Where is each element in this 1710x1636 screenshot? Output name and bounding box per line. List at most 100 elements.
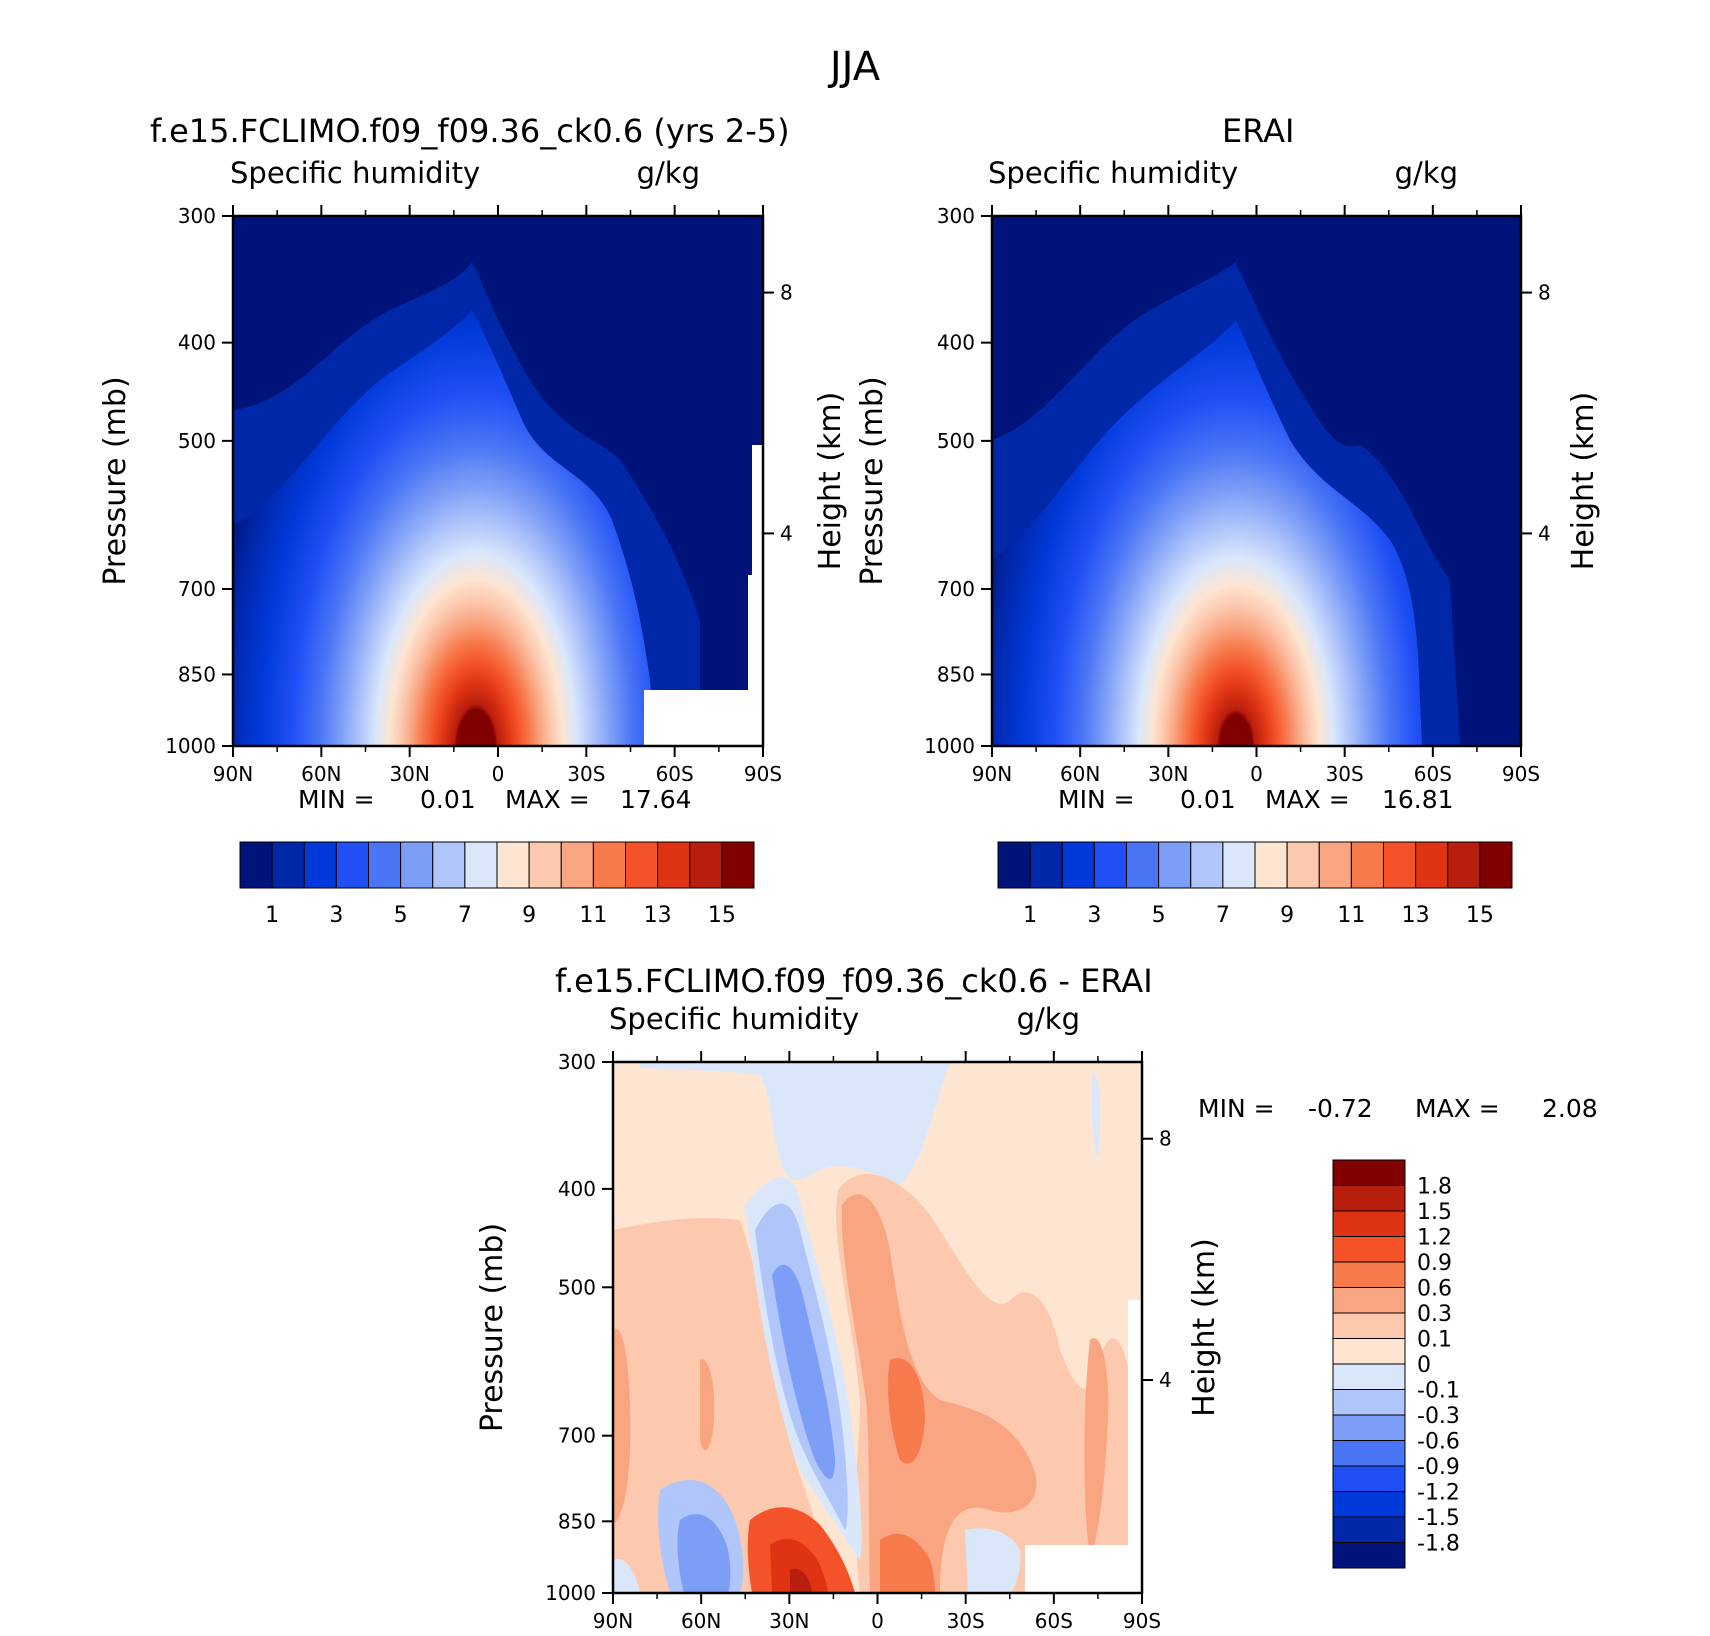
obs-colorbar-label: 5 [1152,903,1166,928]
obs-colorbar-box [1479,841,1513,889]
obs-colorbar-label: 13 [1402,903,1430,928]
diff-colorbar-box [1332,1491,1406,1518]
obs-x-tick-label: 90S [1502,762,1540,786]
obs-colorbar-box [997,841,1031,889]
obs-y2-tick-label: 4 [1538,521,1551,545]
model-colorbar-box [560,841,594,889]
obs-colorbar-box [1286,841,1320,889]
obs-colorbar-label: 15 [1466,903,1494,928]
model-y-tick-label: 850 [178,662,216,686]
diff-colorbar-label: -0.9 [1417,1455,1460,1480]
diff-colorbar-label: -1.8 [1417,1532,1460,1557]
model-y-tick-label: 500 [178,429,216,453]
diff-y-tick-label: 700 [558,1424,596,1448]
diff-x-tick-label: 60S [1035,1609,1073,1633]
diff-field [613,1062,1142,1593]
diff-colorbar-box [1332,1159,1406,1186]
model-colorbar-box [400,841,434,889]
diff-y-tick-label: 500 [558,1275,596,1299]
diff-y-tick-label: 1000 [545,1581,596,1605]
diff-colorbar-box [1332,1465,1406,1492]
model-y-tick-label: 1000 [165,734,216,758]
figure-title: JJA [829,44,881,90]
model-colorbar-label: 5 [394,903,408,928]
diff-y2-tick-label: 4 [1159,1368,1172,1392]
obs-y2label: Height (km) [1566,392,1601,571]
model-colorbar-box [432,841,466,889]
diff-colorbar-box [1332,1185,1406,1212]
diff-units-label: g/kg [1017,1002,1080,1036]
obs-max-label: MAX = [1265,785,1350,814]
obs-x-tick-label: 0 [1250,762,1263,786]
diff-colorbar-label: -1.2 [1417,1481,1460,1506]
obs-y-tick-label: 300 [937,204,975,228]
diff-colorbar-box [1332,1287,1406,1314]
model-colorbar-box [496,841,530,889]
obs-colorbar-box [1061,841,1095,889]
model-colorbar-box [625,841,659,889]
diff-y-tick-label: 300 [558,1050,596,1074]
model-colorbar-box [689,841,723,889]
diff-colorbar-label: -0.1 [1417,1379,1460,1404]
model-colorbar-box [528,841,562,889]
obs-x-tick-label: 90N [972,762,1012,786]
model-colorbar-label: 9 [522,903,536,928]
diff-x-tick-label: 90S [1123,1609,1161,1633]
diff-colorbar-label: 0.6 [1417,1277,1452,1302]
obs-min-value: 0.01 [1180,785,1236,814]
obs-units-label: g/kg [1395,156,1458,190]
model-colorbar-box [335,841,369,889]
diff-x-tick-label: 30N [769,1609,809,1633]
diff-y-tick-label: 850 [558,1509,596,1533]
model-max-label: MAX = [505,785,590,814]
diff-colorbar-box [1332,1440,1406,1467]
panel-diff-title: f.e15.FCLIMO.f09_f09.36_ck0.6 - ERAI [555,962,1153,1000]
model-x-tick-label: 0 [492,762,505,786]
diff-colorbar-label: 1.8 [1417,1175,1452,1200]
model-ylabel: Pressure (mb) [98,376,133,585]
obs-ylabel: Pressure (mb) [855,376,890,585]
obs-colorbar-box [1350,841,1384,889]
obs-colorbar-label: 9 [1280,903,1294,928]
model-min-value: 0.01 [420,785,476,814]
diff-colorbar-box [1332,1210,1406,1237]
model-colorbar-label: 11 [579,903,607,928]
diff-max-value: 2.08 [1542,1094,1598,1123]
obs-field [992,216,1521,746]
obs-colorbar-box [1126,841,1160,889]
diff-colorbar-label: 1.5 [1417,1200,1452,1225]
diff-x-tick-label: 30S [947,1609,985,1633]
obs-colorbar-box [1447,841,1481,889]
obs-y-tick-label: 500 [937,429,975,453]
diff-x-tick-label: 60N [681,1609,721,1633]
obs-colorbar-label: 1 [1023,903,1037,928]
model-colorbar-box [657,841,691,889]
diff-min-label: MIN = [1198,1094,1275,1123]
obs-min-label: MIN = [1058,785,1135,814]
diff-colorbar-label: 1.2 [1417,1226,1452,1251]
model-variable-label: Specific humidity [230,156,480,190]
obs-colorbar-label: 11 [1337,903,1365,928]
obs-colorbar-box [1190,841,1224,889]
model-x-tick-label: 90S [744,762,782,786]
obs-colorbar-box [1383,841,1417,889]
obs-colorbar-box [1093,841,1127,889]
diff-colorbar-label: -0.6 [1417,1430,1460,1455]
model-colorbar-box [464,841,498,889]
model-colorbar-box [303,841,337,889]
diff-colorbar-label: 0.9 [1417,1251,1452,1276]
model-y-tick-label: 300 [178,204,216,228]
diff-y-tick-label: 400 [558,1177,596,1201]
obs-y-tick-label: 400 [937,331,975,355]
diff-colorbar-box [1332,1542,1406,1569]
model-x-tick-label: 30S [567,762,605,786]
model-max-value: 17.64 [620,785,692,814]
obs-variable-label: Specific humidity [988,156,1238,190]
diff-colorbar-label: 0.3 [1417,1302,1452,1327]
model-colorbar-label: 15 [708,903,736,928]
obs-x-tick-label: 60N [1060,762,1100,786]
model-colorbar-box [368,841,402,889]
diff-ylabel: Pressure (mb) [475,1223,510,1432]
diff-colorbar-box [1332,1236,1406,1263]
